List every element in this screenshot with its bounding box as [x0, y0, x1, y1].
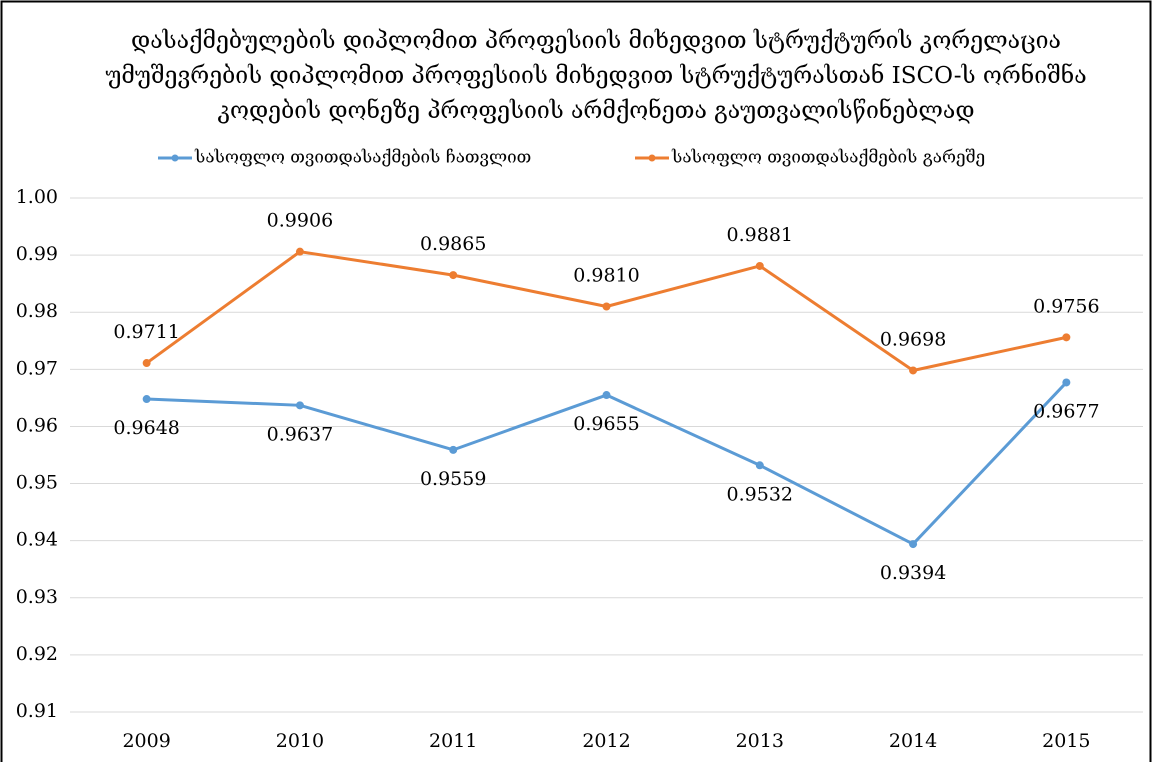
marker — [909, 366, 918, 375]
data-label: 0.9810 — [573, 265, 639, 287]
marker — [1062, 378, 1071, 387]
legend-label: სასოფლო თვითდასაქმების გარეშე — [671, 148, 985, 168]
data-label: 0.9637 — [267, 423, 333, 445]
x-tick-label: 2014 — [889, 730, 937, 752]
data-label: 0.9698 — [880, 328, 946, 350]
data-label: 0.9906 — [267, 210, 333, 232]
data-label: 0.9711 — [113, 321, 179, 343]
marker — [142, 395, 151, 404]
y-tick-label: 0.99 — [16, 243, 58, 265]
marker — [449, 271, 458, 280]
chart-title: დასაქმებულების დიპლომით პროფესიის მიხედვ… — [131, 28, 1061, 54]
y-tick-label: 0.98 — [16, 300, 58, 322]
x-tick-label: 2012 — [582, 730, 630, 752]
y-tick-label: 0.93 — [16, 586, 58, 608]
x-tick-label: 2011 — [429, 730, 477, 752]
y-tick-label: 1.00 — [16, 186, 58, 208]
data-label: 0.9881 — [727, 224, 793, 246]
x-tick-label: 2015 — [1042, 730, 1090, 752]
data-label: 0.9559 — [420, 468, 486, 490]
x-tick-label: 2009 — [122, 730, 170, 752]
marker — [909, 540, 918, 549]
data-label: 0.9756 — [1033, 295, 1099, 317]
marker — [755, 461, 764, 470]
marker — [602, 391, 611, 400]
y-tick-label: 0.94 — [16, 529, 58, 551]
y-tick-label: 0.92 — [16, 643, 58, 665]
series-line — [146, 381, 1068, 546]
legend-label: სასოფლო თვითდასაქმების ჩათვლით — [194, 148, 531, 168]
x-tick-label: 2010 — [276, 730, 324, 752]
data-label: 0.9677 — [1033, 400, 1099, 422]
data-label: 0.9865 — [420, 233, 486, 255]
chart-title: უმუშევრების დიპლომით პროფესიის მიხედვით … — [105, 63, 1086, 89]
marker — [295, 401, 304, 410]
legend-marker — [171, 154, 179, 162]
data-label: 0.9655 — [573, 413, 639, 435]
data-label: 0.9394 — [880, 562, 946, 584]
marker — [449, 445, 458, 454]
y-tick-label: 0.91 — [16, 700, 58, 722]
marker — [295, 247, 304, 256]
marker — [142, 359, 151, 368]
y-tick-label: 0.95 — [16, 472, 58, 494]
data-label: 0.9532 — [727, 483, 793, 505]
marker — [755, 261, 764, 270]
legend-marker — [648, 154, 656, 162]
y-tick-label: 0.96 — [16, 414, 58, 436]
marker — [602, 302, 611, 311]
y-tick-label: 0.97 — [16, 357, 58, 379]
x-tick-label: 2013 — [736, 730, 784, 752]
chart-title: კოდების დონეზე პროფესიის არმქონეთა გაუთვ… — [217, 98, 974, 124]
data-label: 0.9648 — [113, 417, 179, 439]
marker — [1062, 333, 1071, 342]
